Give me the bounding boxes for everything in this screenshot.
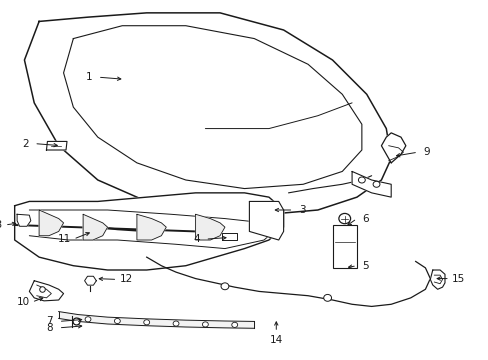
Polygon shape — [249, 202, 283, 240]
Polygon shape — [83, 214, 107, 240]
Polygon shape — [39, 210, 63, 236]
Polygon shape — [15, 193, 283, 270]
Polygon shape — [137, 214, 166, 240]
Text: 12: 12 — [119, 274, 133, 284]
Text: 1: 1 — [85, 72, 92, 82]
Circle shape — [323, 294, 331, 301]
Text: 7: 7 — [46, 316, 53, 327]
Bar — [332, 225, 356, 268]
Circle shape — [358, 177, 365, 183]
Circle shape — [202, 322, 208, 327]
Circle shape — [338, 213, 350, 224]
Text: 4: 4 — [193, 234, 200, 244]
Polygon shape — [29, 281, 63, 301]
Polygon shape — [195, 214, 224, 240]
Polygon shape — [429, 270, 444, 289]
Polygon shape — [381, 133, 405, 163]
Text: 9: 9 — [423, 147, 429, 157]
Circle shape — [221, 283, 228, 290]
Polygon shape — [24, 13, 390, 214]
Polygon shape — [17, 214, 31, 226]
Text: 5: 5 — [362, 261, 368, 271]
Text: 2: 2 — [22, 139, 29, 149]
Polygon shape — [351, 171, 390, 197]
Circle shape — [114, 319, 120, 324]
Circle shape — [173, 321, 179, 326]
Polygon shape — [84, 276, 96, 285]
Text: 11: 11 — [58, 234, 71, 244]
Text: 8: 8 — [46, 323, 53, 333]
Text: 6: 6 — [362, 213, 368, 224]
Text: 13: 13 — [0, 220, 3, 230]
Circle shape — [85, 317, 91, 322]
Polygon shape — [46, 141, 67, 150]
Text: 15: 15 — [451, 274, 465, 284]
Text: 10: 10 — [17, 297, 29, 307]
Polygon shape — [63, 26, 361, 189]
Circle shape — [143, 320, 149, 325]
Text: 14: 14 — [269, 335, 283, 345]
Polygon shape — [222, 233, 237, 240]
Circle shape — [231, 322, 237, 328]
Text: 3: 3 — [298, 205, 305, 215]
Circle shape — [372, 181, 379, 187]
